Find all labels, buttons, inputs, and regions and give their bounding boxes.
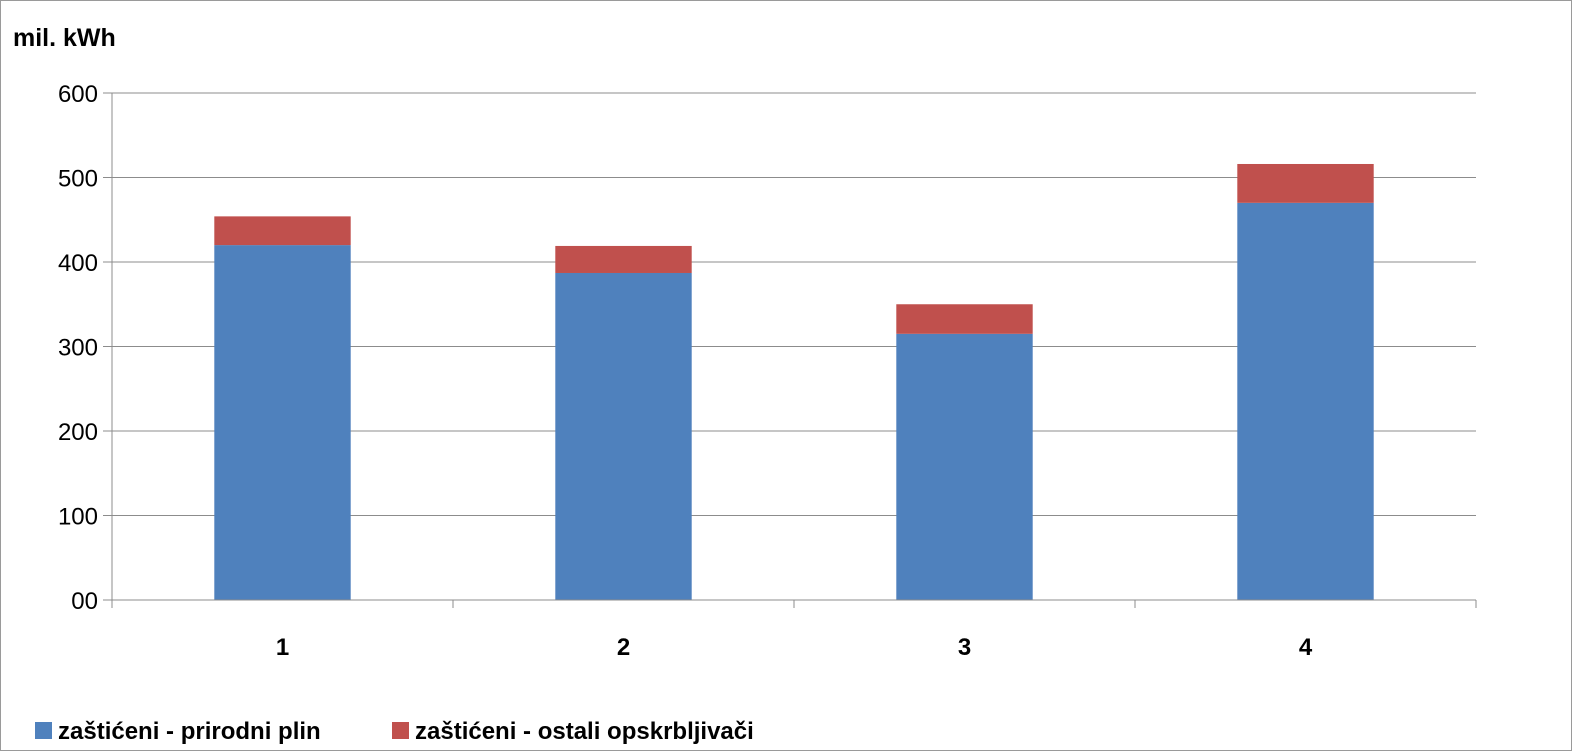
legend-label-series-1: zaštićeni - prirodni plin (58, 718, 321, 745)
y-tick-label: 400 (58, 250, 98, 277)
x-category-label: 2 (617, 634, 630, 661)
x-category-label: 1 (276, 634, 289, 661)
bar-segment-series-1 (214, 245, 351, 600)
y-tick-label: 300 (58, 335, 98, 362)
y-tick-label: 200 (58, 419, 98, 446)
legend: zaštićeni - prirodni plin zaštićeni - ost… (35, 718, 754, 745)
bar-segment-series-2 (896, 304, 1033, 334)
bar-segment-series-2 (214, 216, 351, 246)
bar-segment-series-1 (1237, 202, 1374, 600)
y-tick-label: 100 (58, 504, 98, 531)
legend-label-series-2: zaštićeni - ostali opskrbljivači (415, 718, 754, 745)
y-axis-ticks: 00 100 200 300 400 500 600 (58, 81, 112, 615)
bars (214, 163, 1374, 600)
bar-segment-series-1 (896, 333, 1033, 600)
legend-swatch-series-1 (35, 722, 52, 739)
x-category-label: 4 (1299, 634, 1313, 661)
x-category-label: 3 (958, 634, 971, 661)
y-tick-label: 500 (58, 166, 98, 193)
bar-segment-series-2 (1237, 163, 1374, 203)
x-axis-categories: 1 2 3 4 (276, 634, 1313, 661)
y-axis-unit-label: mil. kWh (13, 24, 116, 52)
legend-swatch-series-2 (392, 722, 409, 739)
y-tick-label: 600 (58, 81, 98, 108)
y-tick-label: 00 (71, 588, 98, 615)
bar-segment-series-1 (555, 272, 692, 600)
bar-segment-series-2 (555, 245, 692, 273)
x-axis (111, 93, 1477, 608)
